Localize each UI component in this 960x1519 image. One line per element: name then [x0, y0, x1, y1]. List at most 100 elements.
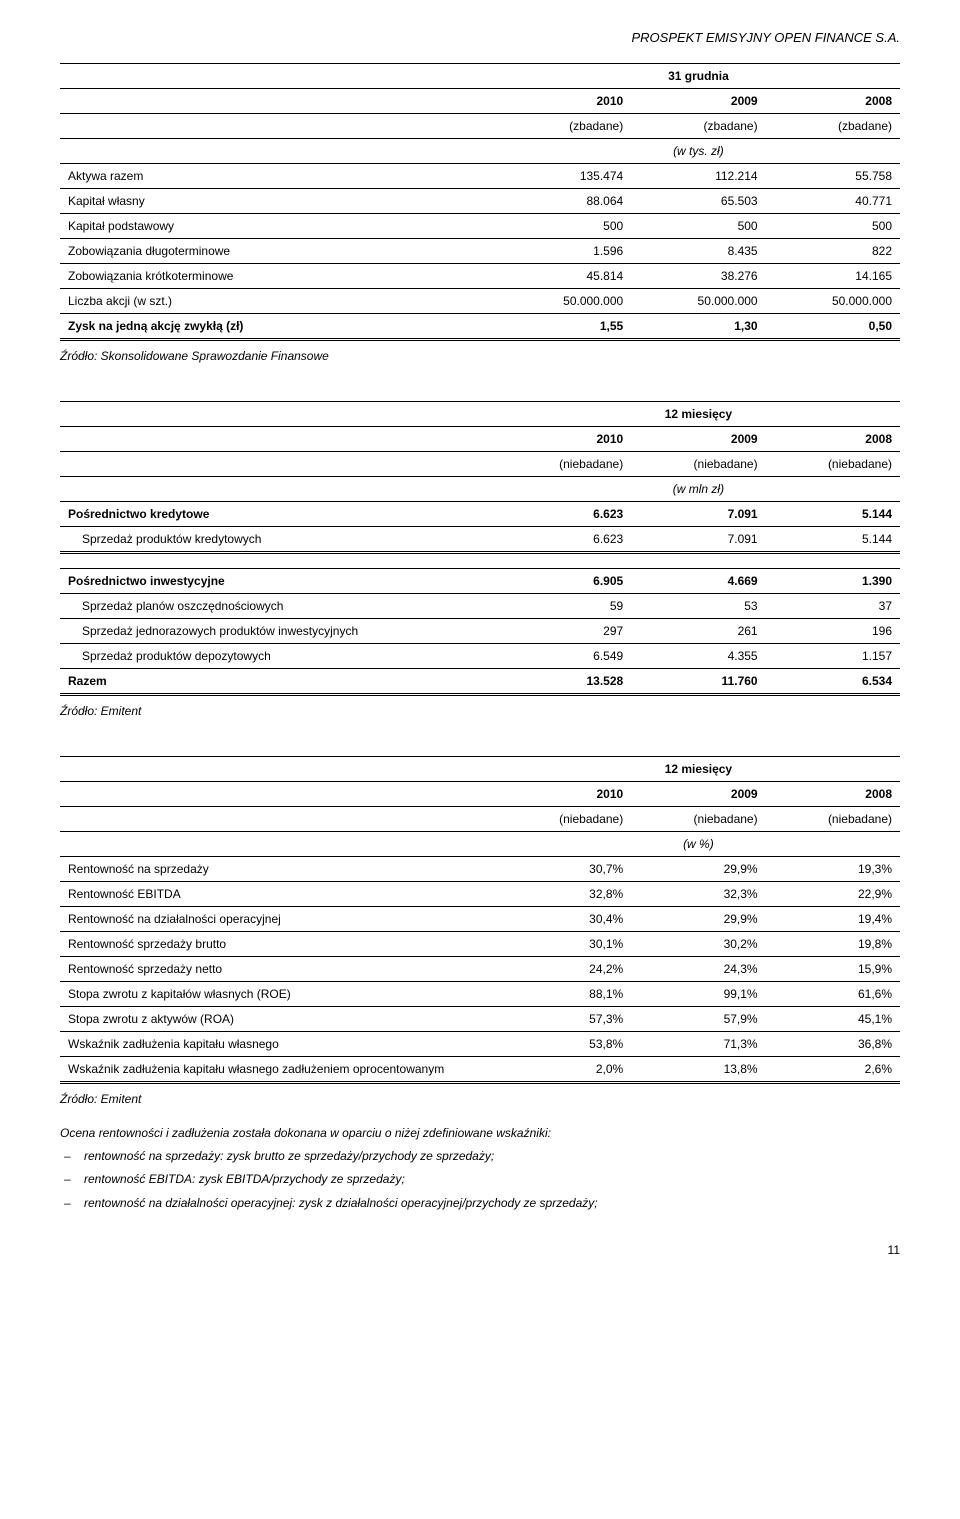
table-intermediation-2: Pośrednictwo inwestycyjne 6.905 4.669 1.…: [60, 568, 900, 696]
unit-label: (w tys. zł): [497, 139, 900, 164]
table-balance-sheet: 31 grudnia 2010 2009 2008 (zbadane) (zba…: [60, 63, 900, 341]
table-intermediation: 12 miesięcy 2010 2009 2008 (niebadane) (…: [60, 401, 900, 554]
cell: 13.528: [497, 669, 631, 695]
cell: 196: [766, 619, 900, 644]
cell: 500: [497, 214, 631, 239]
row-label: Kapitał podstawowy: [60, 214, 497, 239]
cell: 50.000.000: [766, 289, 900, 314]
row-label: Sprzedaż produktów kredytowych: [60, 527, 497, 553]
cell: 32,3%: [631, 882, 765, 907]
audit-note: (zbadane): [766, 114, 900, 139]
cell: 24,2%: [497, 957, 631, 982]
cell: 29,9%: [631, 857, 765, 882]
note-item: –rentowność EBITDA: zysk EBITDA/przychod…: [60, 1170, 900, 1189]
cell: 50.000.000: [497, 289, 631, 314]
audit-note: (niebadane): [631, 452, 765, 477]
cell: 14.165: [766, 264, 900, 289]
cell: 30,2%: [631, 932, 765, 957]
page-number: 11: [60, 1243, 900, 1257]
cell: 135.474: [497, 164, 631, 189]
notes-block: Ocena rentowności i zadłużenia została d…: [60, 1124, 900, 1213]
cell: 4.669: [631, 569, 765, 594]
cell: 0,50: [766, 314, 900, 340]
cell: 1,55: [497, 314, 631, 340]
source-note: Źródło: Emitent: [60, 1092, 900, 1106]
note-item: –rentowność na działalności operacyjnej:…: [60, 1194, 900, 1213]
cell: 11.760: [631, 669, 765, 695]
source-note: Źródło: Skonsolidowane Sprawozdanie Fina…: [60, 349, 900, 363]
row-label: Aktywa razem: [60, 164, 497, 189]
unit-label: (w mln zł): [497, 477, 900, 502]
cell: 8.435: [631, 239, 765, 264]
row-label: Wskaźnik zadłużenia kapitału własnego: [60, 1032, 497, 1057]
cell: 500: [631, 214, 765, 239]
group-header-label: Pośrednictwo inwestycyjne: [60, 569, 497, 594]
year-col: 2010: [497, 89, 631, 114]
row-label: Zysk na jedną akcję zwykłą (zł): [60, 314, 497, 340]
audit-note: (zbadane): [497, 114, 631, 139]
note-item: –rentowność na sprzedaży: zysk brutto ze…: [60, 1147, 900, 1166]
cell: 5.144: [766, 502, 900, 527]
audit-note: (zbadane): [631, 114, 765, 139]
row-label: Sprzedaż jednorazowych produktów inwesty…: [60, 619, 497, 644]
cell: 22,9%: [766, 882, 900, 907]
cell: 65.503: [631, 189, 765, 214]
year-col: 2010: [497, 427, 631, 452]
group-header-label: Pośrednictwo kredytowe: [60, 502, 497, 527]
total-label: Razem: [60, 669, 497, 695]
cell: 30,4%: [497, 907, 631, 932]
cell: 40.771: [766, 189, 900, 214]
cell: 2,6%: [766, 1057, 900, 1083]
cell: 6.623: [497, 527, 631, 553]
cell: 15,9%: [766, 957, 900, 982]
row-label: Zobowiązania długoterminowe: [60, 239, 497, 264]
cell: 24,3%: [631, 957, 765, 982]
cell: 59: [497, 594, 631, 619]
cell: 7.091: [631, 502, 765, 527]
audit-note: (niebadane): [631, 807, 765, 832]
cell: 32,8%: [497, 882, 631, 907]
year-col: 2008: [766, 89, 900, 114]
cell: 5.144: [766, 527, 900, 553]
cell: 4.355: [631, 644, 765, 669]
cell: 6.534: [766, 669, 900, 695]
row-label: Stopa zwrotu z aktywów (ROA): [60, 1007, 497, 1032]
year-col: 2009: [631, 89, 765, 114]
year-col: 2009: [631, 427, 765, 452]
row-label: Kapitał własny: [60, 189, 497, 214]
cell: 55.758: [766, 164, 900, 189]
cell: 36,8%: [766, 1032, 900, 1057]
cell: 57,3%: [497, 1007, 631, 1032]
cell: 19,3%: [766, 857, 900, 882]
cell: 7.091: [631, 527, 765, 553]
row-label: Sprzedaż produktów depozytowych: [60, 644, 497, 669]
cell: 71,3%: [631, 1032, 765, 1057]
cell: 45,1%: [766, 1007, 900, 1032]
cell: 57,9%: [631, 1007, 765, 1032]
unit-label: (w %): [497, 832, 900, 857]
cell: 2,0%: [497, 1057, 631, 1083]
cell: 500: [766, 214, 900, 239]
cell: 822: [766, 239, 900, 264]
cell: 297: [497, 619, 631, 644]
cell: 6.905: [497, 569, 631, 594]
super-header: 31 grudnia: [497, 64, 900, 89]
row-label: Stopa zwrotu z kapitałów własnych (ROE): [60, 982, 497, 1007]
super-header: 12 miesięcy: [497, 402, 900, 427]
cell: 19,4%: [766, 907, 900, 932]
source-note: Źródło: Emitent: [60, 704, 900, 718]
cell: 6.623: [497, 502, 631, 527]
row-label: Rentowność sprzedaży brutto: [60, 932, 497, 957]
row-label: Rentowność na sprzedaży: [60, 857, 497, 882]
cell: 61,6%: [766, 982, 900, 1007]
year-col: 2009: [631, 782, 765, 807]
audit-note: (niebadane): [766, 807, 900, 832]
year-col: 2008: [766, 427, 900, 452]
year-col: 2008: [766, 782, 900, 807]
page-header: PROSPEKT EMISYJNY OPEN FINANCE S.A.: [60, 30, 900, 45]
row-label: Liczba akcji (w szt.): [60, 289, 497, 314]
cell: 45.814: [497, 264, 631, 289]
row-label: Wskaźnik zadłużenia kapitału własnego za…: [60, 1057, 497, 1083]
cell: 53: [631, 594, 765, 619]
cell: 1.390: [766, 569, 900, 594]
